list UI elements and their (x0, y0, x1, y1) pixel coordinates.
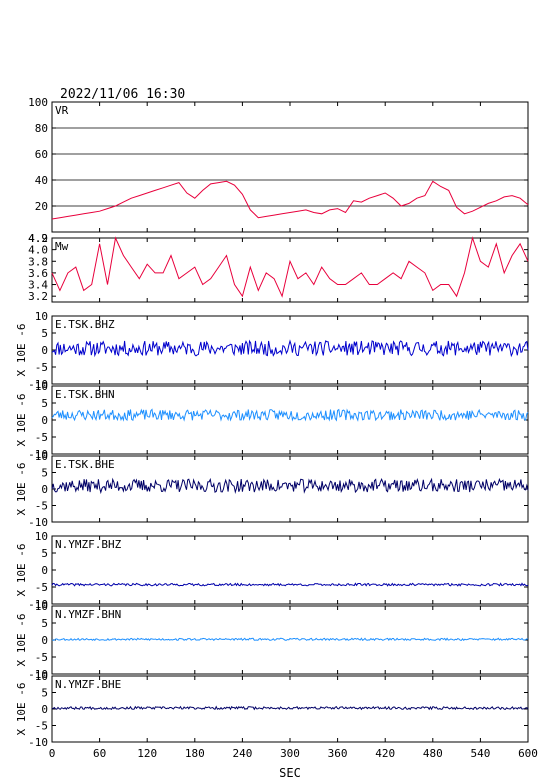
y-tick-label: -10 (28, 448, 48, 461)
y-axis-unit-label: X 10E -6 (15, 614, 28, 667)
y-tick-label: 10 (35, 310, 48, 323)
y-tick-label: 3.2 (28, 290, 48, 303)
panel-frame (51, 237, 529, 303)
y-tick-label: -10 (28, 668, 48, 681)
y-axis-unit-label: X 10E -6 (15, 394, 28, 447)
panel-frame (51, 535, 529, 605)
x-tick-label: 600 (518, 747, 538, 760)
y-tick-label: 3.4 (28, 279, 48, 292)
y-tick-label: -10 (28, 598, 48, 611)
data-series-line (51, 339, 529, 358)
y-axis-unit-label: X 10E -6 (15, 324, 28, 377)
y-tick-label: -10 (28, 516, 48, 529)
panels-group: 20406080100VR3.23.43.63.84.04.24.9Mw-10-… (15, 96, 529, 749)
data-series-line (51, 477, 529, 495)
channel-label: E.TSK.BHE (55, 458, 115, 471)
panel: 20 40 60 80 100 VR (28, 96, 529, 233)
data-series-line (51, 582, 529, 587)
data-series-line (51, 236, 529, 298)
channel-label: E.TSK.BHN (55, 388, 115, 401)
channel-label: N.YMZF.BHE (55, 678, 121, 691)
y-tick-label: 0 (41, 634, 48, 647)
y-tick-label: 40 (35, 174, 48, 187)
y-tick-label: 5 (41, 687, 48, 700)
y-tick-label: 5 (41, 547, 48, 560)
y-tick-label: 10 (35, 670, 48, 683)
y-tick-label: 100 (28, 96, 48, 109)
x-tick-label: 540 (470, 747, 490, 760)
data-series-line (51, 408, 529, 422)
x-tick-label: 300 (280, 747, 300, 760)
channel-label: N.YMZF.BHN (55, 608, 121, 621)
data-series-line (51, 705, 529, 711)
y-tick-label: 0 (41, 414, 48, 427)
channel-label: Mw (55, 240, 69, 253)
x-tick-label: 420 (375, 747, 395, 760)
y-tick-label: -10 (28, 378, 48, 391)
y-tick-label: 3.6 (28, 267, 48, 280)
y-tick-label: 3.8 (28, 255, 48, 268)
x-tick-label: 0 (49, 747, 56, 760)
x-axis-label: SEC (279, 766, 301, 780)
y-top-label: 4.9 (28, 232, 48, 245)
y-tick-label: 10 (35, 600, 48, 613)
x-tick-label: 120 (137, 747, 157, 760)
panel: -10 -5 0 5 10 N.YMZF.BHE X 10E -6 (15, 670, 529, 749)
y-tick-label: -5 (35, 581, 48, 594)
y-tick-label: 0 (41, 483, 48, 496)
y-tick-label: 20 (35, 200, 48, 213)
y-tick-label: 0 (41, 703, 48, 716)
y-tick-label: 5 (41, 397, 48, 410)
channel-label: VR (55, 104, 69, 117)
channel-label: E.TSK.BHZ (55, 318, 115, 331)
y-tick-label: -5 (35, 720, 48, 733)
y-tick-label: -5 (35, 431, 48, 444)
channel-label: N.YMZF.BHZ (55, 538, 122, 551)
x-tick-label: 360 (328, 747, 348, 760)
panel: -10 -5 0 5 10 N.YMZF.BHZ X 10E -6 (15, 530, 529, 611)
y-axis-unit-label: X 10E -6 (15, 463, 28, 516)
y-tick-label: 10 (35, 450, 48, 463)
y-tick-label: 10 (35, 530, 48, 543)
panel: -10 -5 0 5 10 E.TSK.BHZ X 10E -6 (15, 310, 529, 391)
panel: 3.23.43.63.84.04.24.9 Mw (28, 232, 529, 303)
y-tick-label: 10 (35, 380, 48, 393)
y-tick-label: 0 (41, 564, 48, 577)
timestamp-label: 2022/11/06 16:30 (60, 87, 185, 102)
panel: -10 -5 0 5 10 E.TSK.BHE X 10E -6 (15, 450, 529, 529)
y-tick-label: 80 (35, 122, 48, 135)
x-tick-label: 480 (423, 747, 443, 760)
x-tick-label: 60 (93, 747, 106, 760)
y-tick-label: 4.2 (28, 232, 48, 245)
y-tick-label: -5 (35, 651, 48, 664)
y-tick-label: 60 (35, 148, 48, 161)
y-tick-label: 5 (41, 617, 48, 630)
y-tick-label: 5 (41, 467, 48, 480)
y-axis-unit-label: X 10E -6 (15, 544, 28, 597)
panel: -10 -5 0 5 10 E.TSK.BHN X 10E -6 (15, 380, 529, 461)
y-tick-label: -5 (35, 500, 48, 513)
data-series-line (51, 637, 529, 642)
data-series-line (51, 180, 529, 220)
y-tick-label: 5 (41, 327, 48, 340)
y-tick-label: 4.0 (28, 244, 48, 257)
y-tick-label: -5 (35, 361, 48, 374)
y-tick-label: 0 (41, 344, 48, 357)
x-tick-label: 240 (232, 747, 252, 760)
x-axis: 0 60 120 180 240 300 360 420 480 540 600 (49, 747, 538, 760)
y-tick-label: -10 (28, 736, 48, 749)
y-axis-unit-label: X 10E -6 (15, 683, 28, 736)
x-tick-label: 180 (185, 747, 205, 760)
panel: -10 -5 0 5 10 N.YMZF.BHN X 10E -6 (15, 600, 529, 681)
